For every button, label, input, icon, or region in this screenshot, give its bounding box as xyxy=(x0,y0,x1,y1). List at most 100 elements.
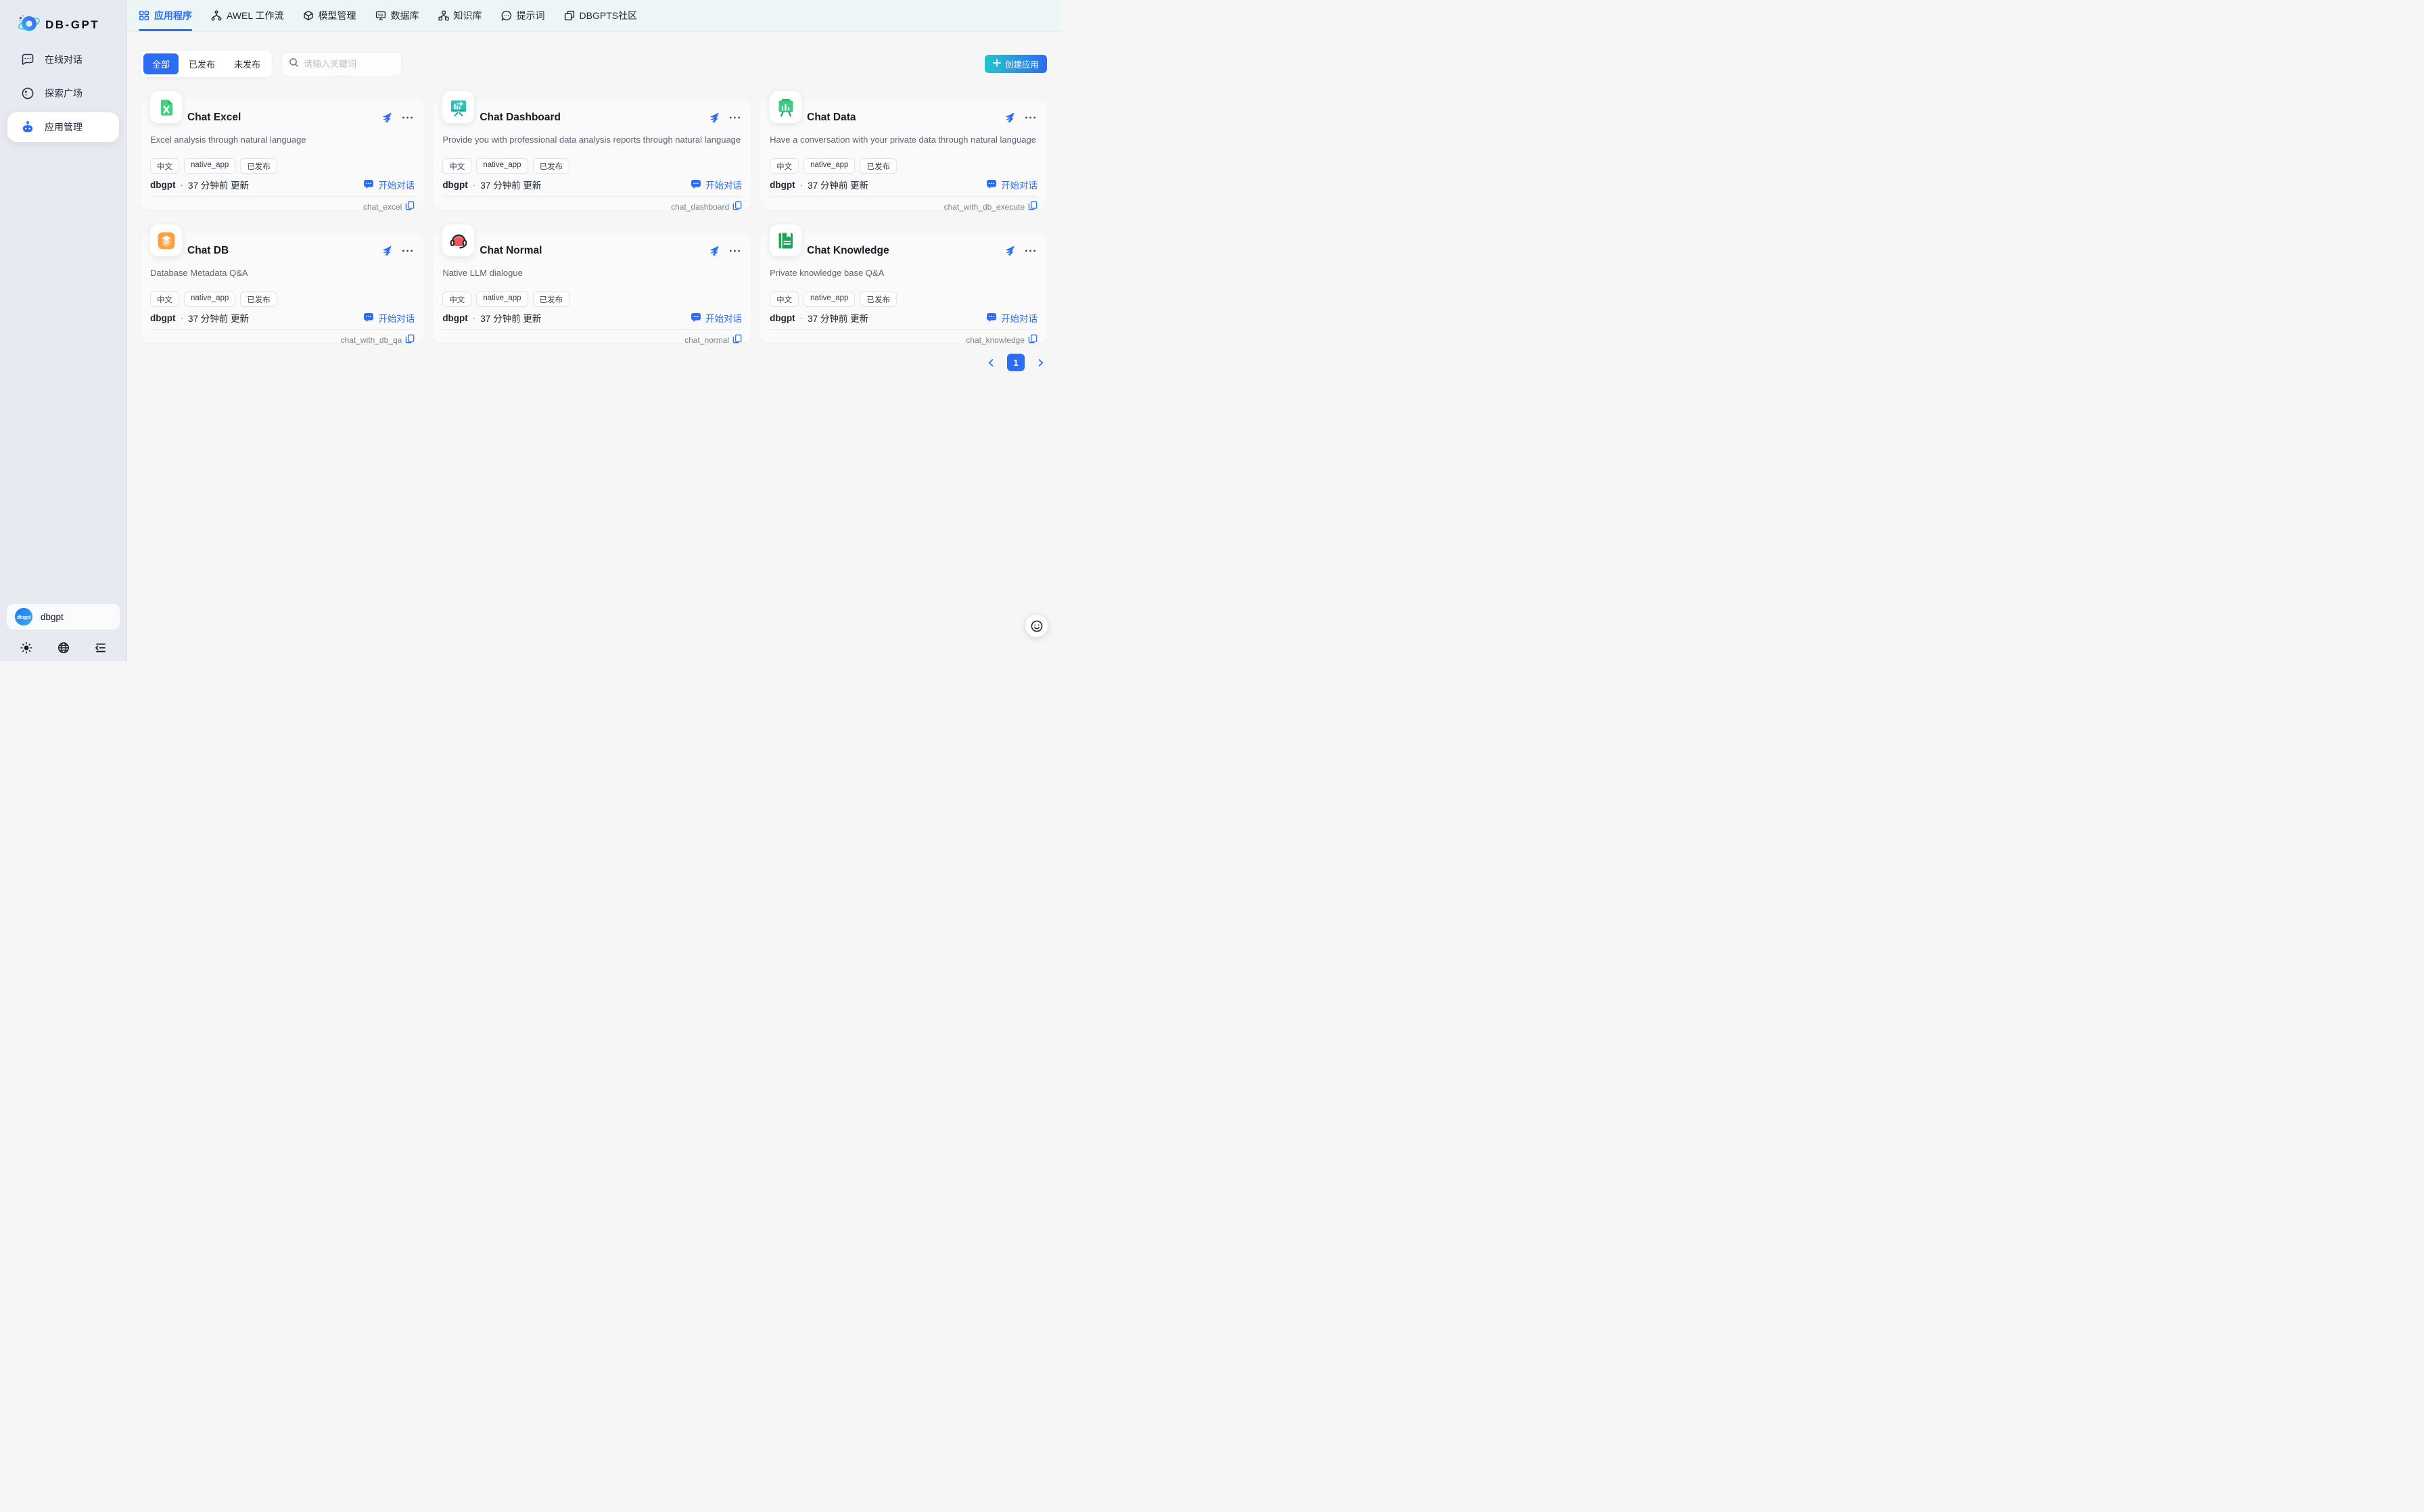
model-icon xyxy=(303,10,314,21)
owner-separator: · xyxy=(472,312,476,323)
language-globe-icon[interactable] xyxy=(57,642,70,654)
tab-database[interactable]: SQL 数据库 xyxy=(375,0,419,31)
db-layers-icon xyxy=(150,225,182,256)
sidebar-item-app-management[interactable]: 应用管理 xyxy=(7,112,119,142)
tag-list: 中文 native_app 已发布 xyxy=(150,291,415,307)
more-menu-icon[interactable] xyxy=(402,249,413,253)
tag-chip: native_app xyxy=(184,291,236,307)
app-owner: dbgpt xyxy=(770,179,795,190)
tab-knowledge-base[interactable]: 知识库 xyxy=(438,0,482,31)
app-card[interactable]: Chat Normal Native LLM dialogue 中文 native… xyxy=(433,225,752,346)
sidebar: DB-GPT 在线对话 xyxy=(0,0,127,661)
user-card[interactable]: dbgpt dbgpt xyxy=(7,604,120,630)
feedback-smiley-button[interactable] xyxy=(1025,615,1048,637)
sidebar-item-label: 在线对话 xyxy=(45,54,83,65)
tag-chip: 中文 xyxy=(150,291,179,307)
owner-separator: · xyxy=(472,179,476,190)
start-chat-button[interactable]: 开始对话 xyxy=(363,311,415,325)
copy-icon[interactable] xyxy=(405,201,415,212)
community-icon xyxy=(564,10,575,21)
card-divider xyxy=(770,329,1038,330)
dashboard-board-icon xyxy=(442,91,475,123)
sidebar-nav: 在线对话 探索广场 xyxy=(0,45,126,142)
app-code: chat_excel xyxy=(363,202,402,212)
copy-icon[interactable] xyxy=(732,201,742,212)
prev-page-icon[interactable] xyxy=(987,358,996,367)
tab-prompts[interactable]: 提示词 xyxy=(500,0,545,31)
owner-separator: · xyxy=(799,179,803,190)
svg-text:SQL: SQL xyxy=(377,13,383,16)
tag-list: 中文 native_app 已发布 xyxy=(150,158,415,174)
app-updated-time: 37 分钟前 更新 xyxy=(808,314,869,324)
search-box xyxy=(281,51,402,76)
app-card[interactable]: Chat Knowledge Private knowledge base Q&… xyxy=(760,225,1047,346)
prompt-icon xyxy=(500,10,512,21)
search-input[interactable] xyxy=(304,59,395,69)
start-chat-button[interactable]: 开始对话 xyxy=(691,311,742,325)
filter-published-button[interactable]: 已发布 xyxy=(180,53,224,74)
create-app-button[interactable]: 创建应用 xyxy=(984,55,1047,73)
filter-unpublished-button[interactable]: 未发布 xyxy=(225,53,269,74)
start-chat-button[interactable]: 开始对话 xyxy=(691,178,742,191)
sidebar-item-online-chat[interactable]: 在线对话 xyxy=(7,45,119,74)
copy-icon[interactable] xyxy=(1028,334,1038,346)
page-number-button[interactable]: 1 xyxy=(1007,354,1025,371)
database-icon: SQL xyxy=(375,10,386,21)
tab-dbgpts-community[interactable]: DBGPTS社区 xyxy=(564,0,637,31)
start-chat-button[interactable]: 开始对话 xyxy=(986,311,1038,325)
app-card[interactable]: Chat Dashboard Provide you with professi… xyxy=(433,91,752,212)
more-menu-icon[interactable] xyxy=(729,249,741,253)
dingtalk-share-icon[interactable] xyxy=(707,112,719,123)
sidebar-item-explore[interactable]: 探索广场 xyxy=(7,78,119,108)
copy-icon[interactable] xyxy=(1028,201,1038,212)
dingtalk-share-icon[interactable] xyxy=(1003,112,1015,123)
more-menu-icon[interactable] xyxy=(729,116,741,120)
sidebar-tools xyxy=(0,642,126,654)
tag-chip: 已发布 xyxy=(532,158,570,174)
app-title: Chat Dashboard xyxy=(480,111,561,123)
app-card[interactable]: Chat DB Database Metadata Q&A 中文 native_a… xyxy=(141,225,425,346)
app-card-grid: Chat Excel Excel analysis through natura… xyxy=(141,91,1047,346)
more-menu-icon[interactable] xyxy=(1025,116,1036,120)
plus-icon xyxy=(993,59,1001,69)
card-divider xyxy=(442,196,743,197)
toolbar: 全部 已发布 未发布 创建应用 xyxy=(141,51,1047,77)
dingtalk-share-icon[interactable] xyxy=(1003,245,1015,256)
theme-toggle-sun-icon[interactable] xyxy=(20,642,32,654)
start-chat-button[interactable]: 开始对话 xyxy=(363,178,415,191)
user-name: dbgpt xyxy=(41,611,64,622)
dingtalk-share-icon[interactable] xyxy=(707,245,719,256)
app-code: chat_with_db_qa xyxy=(340,335,402,345)
more-menu-icon[interactable] xyxy=(402,116,413,120)
tab-awel-workflow[interactable]: AWEL 工作流 xyxy=(211,0,284,31)
dingtalk-share-icon[interactable] xyxy=(380,112,392,123)
tab-apps[interactable]: 应用程序 xyxy=(139,0,192,31)
tag-chip: native_app xyxy=(476,158,528,174)
copy-icon[interactable] xyxy=(732,334,742,346)
start-chat-button[interactable]: 开始对话 xyxy=(986,178,1038,191)
tag-chip: 中文 xyxy=(150,158,179,174)
app-description: Private knowledge base Q&A xyxy=(770,268,885,278)
content-area: 全部 已发布 未发布 创建应用 xyxy=(127,32,1060,661)
knowledge-icon xyxy=(438,10,449,21)
filter-all-button[interactable]: 全部 xyxy=(143,53,179,74)
main-area: 应用程序 AWEL 工作流 模型管理 xyxy=(127,0,1060,661)
more-menu-icon[interactable] xyxy=(1025,249,1036,253)
chat-message-icon xyxy=(691,312,701,325)
chat-message-icon xyxy=(691,179,701,191)
copy-icon[interactable] xyxy=(405,334,415,346)
brand-name: DB-GPT xyxy=(45,18,100,31)
tag-chip: native_app xyxy=(803,158,856,174)
next-page-icon[interactable] xyxy=(1036,358,1045,367)
chat-message-icon xyxy=(986,312,997,325)
app-description: Have a conversation with your private da… xyxy=(770,135,1036,145)
app-owner: dbgpt xyxy=(770,312,795,323)
dingtalk-share-icon[interactable] xyxy=(380,245,392,256)
tag-chip: 已发布 xyxy=(240,291,277,307)
app-owner: dbgpt xyxy=(442,312,468,323)
tab-model-management[interactable]: 模型管理 xyxy=(303,0,356,31)
app-root: DB-GPT 在线对话 xyxy=(0,0,1060,661)
app-card[interactable]: Chat Data Have a conversation with your … xyxy=(760,91,1047,212)
app-card[interactable]: Chat Excel Excel analysis through natura… xyxy=(141,91,425,212)
collapse-sidebar-icon[interactable] xyxy=(94,642,106,654)
